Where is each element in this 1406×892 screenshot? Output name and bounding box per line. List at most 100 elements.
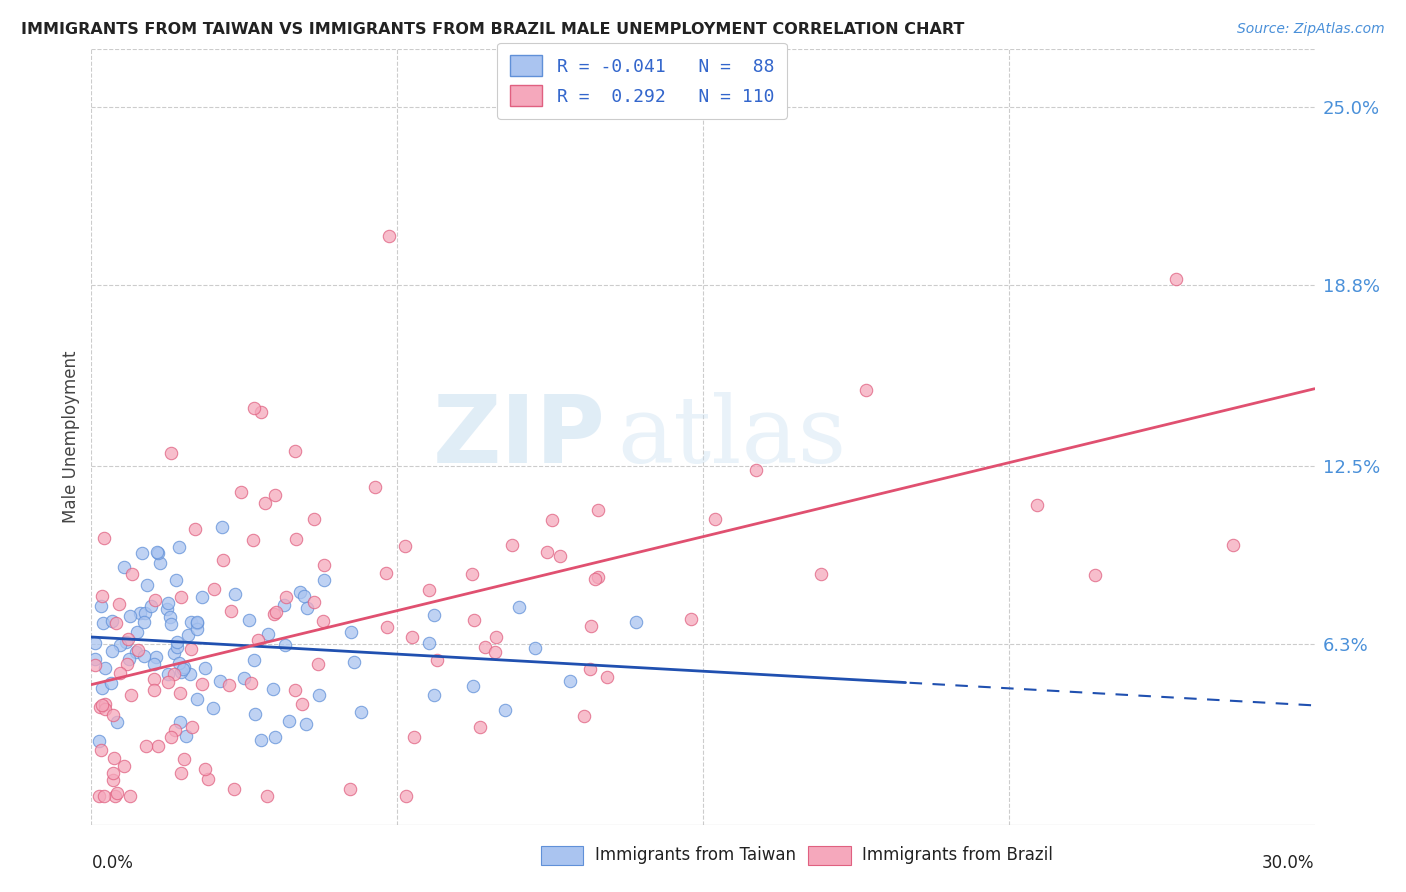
- Point: [169, 715, 191, 730]
- Point: [574, 709, 596, 723]
- Point: [302, 595, 325, 609]
- Point: [91, 589, 114, 603]
- Point: [194, 762, 217, 776]
- Point: [93, 697, 115, 711]
- Point: [84, 657, 107, 672]
- Point: [422, 688, 444, 702]
- Point: [263, 731, 285, 745]
- Point: [1164, 272, 1187, 286]
- Point: [120, 688, 142, 702]
- Point: [90, 743, 112, 757]
- Text: Source: ZipAtlas.com: Source: ZipAtlas.com: [1237, 22, 1385, 37]
- Point: [704, 512, 727, 526]
- Point: [105, 786, 128, 800]
- Point: [89, 699, 111, 714]
- Point: [292, 589, 315, 603]
- Point: [105, 616, 128, 631]
- Point: [423, 607, 446, 622]
- Point: [312, 614, 335, 628]
- Point: [190, 590, 212, 604]
- Point: [484, 645, 506, 659]
- Point: [276, 590, 298, 604]
- Point: [114, 635, 136, 649]
- Point: [91, 681, 114, 696]
- Point: [90, 599, 112, 613]
- Point: [425, 653, 447, 667]
- Point: [284, 444, 307, 458]
- Point: [550, 549, 572, 564]
- Point: [165, 574, 187, 588]
- Point: [745, 463, 768, 477]
- Point: [127, 625, 149, 640]
- Point: [101, 708, 124, 723]
- Point: [170, 591, 193, 605]
- Point: [494, 703, 516, 717]
- Point: [112, 560, 135, 574]
- Point: [156, 596, 179, 610]
- Point: [463, 613, 485, 627]
- Point: [186, 615, 208, 630]
- Point: [245, 707, 267, 722]
- Point: [340, 625, 363, 640]
- Point: [1222, 538, 1244, 552]
- Point: [173, 752, 195, 766]
- Point: [118, 652, 141, 666]
- Point: [125, 645, 148, 659]
- Point: [485, 631, 508, 645]
- Point: [461, 567, 484, 582]
- Point: [112, 759, 135, 773]
- Point: [101, 773, 124, 788]
- Point: [108, 638, 131, 652]
- Point: [278, 714, 301, 728]
- Point: [89, 789, 111, 804]
- Point: [375, 566, 398, 580]
- Point: [297, 601, 319, 615]
- Point: [558, 674, 581, 689]
- Point: [136, 578, 159, 592]
- Point: [508, 600, 530, 615]
- Point: [148, 739, 170, 753]
- Point: [121, 566, 143, 581]
- Point: [176, 628, 198, 642]
- Point: [134, 606, 156, 620]
- Text: ZIP: ZIP: [432, 391, 605, 483]
- Point: [243, 401, 266, 416]
- Point: [94, 702, 117, 716]
- Point: [84, 652, 107, 666]
- Y-axis label: Male Unemployment: Male Unemployment: [62, 351, 80, 524]
- Point: [159, 616, 181, 631]
- Point: [295, 716, 318, 731]
- Point: [115, 657, 138, 672]
- Point: [180, 615, 202, 629]
- Point: [146, 545, 169, 559]
- Point: [583, 572, 606, 586]
- Point: [104, 789, 127, 804]
- Point: [264, 487, 287, 501]
- Point: [169, 686, 191, 700]
- Point: [93, 789, 115, 804]
- Point: [142, 657, 165, 672]
- Point: [160, 445, 183, 459]
- Point: [186, 615, 208, 629]
- Point: [238, 613, 260, 627]
- Point: [186, 692, 208, 706]
- Point: [172, 663, 194, 677]
- Point: [108, 665, 131, 680]
- Point: [378, 228, 401, 243]
- Point: [273, 638, 295, 652]
- Point: [401, 630, 423, 644]
- Point: [179, 666, 201, 681]
- Point: [596, 670, 619, 684]
- Point: [197, 772, 219, 786]
- Point: [159, 730, 181, 744]
- Point: [146, 546, 169, 560]
- Point: [143, 683, 166, 698]
- Point: [156, 667, 179, 681]
- Point: [186, 622, 208, 636]
- Text: Immigrants from Taiwan: Immigrants from Taiwan: [595, 847, 796, 864]
- Point: [394, 540, 416, 554]
- Point: [143, 593, 166, 607]
- Point: [212, 553, 235, 567]
- Point: [93, 531, 115, 545]
- Point: [163, 667, 186, 681]
